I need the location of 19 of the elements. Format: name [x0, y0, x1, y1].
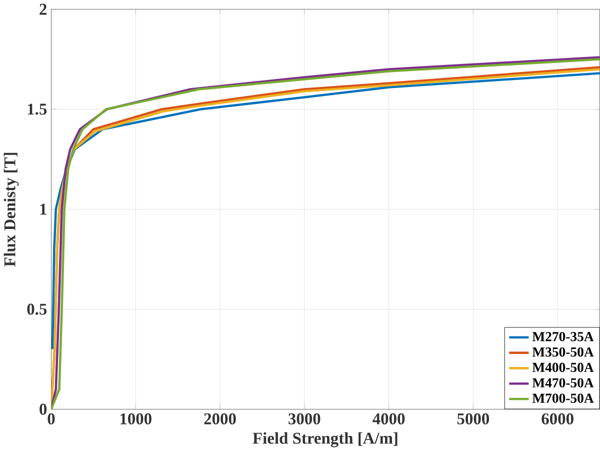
y-tick-label: 1	[40, 204, 46, 215]
x-tick-label: 3000	[288, 413, 320, 424]
x-axis-title: Field Strength [A/m]	[252, 432, 398, 448]
x-tick-label: 5000	[457, 413, 490, 424]
legend-label: M470-50A	[532, 378, 594, 388]
y-tick-label: 0	[40, 404, 47, 415]
legend-label: M700-50A	[532, 394, 594, 403]
x-tick-label: 4000	[372, 413, 405, 424]
y-tick-label: 1.5	[28, 104, 47, 115]
legend-label: M400-50A	[532, 362, 594, 372]
x-tick-label: 0	[48, 413, 55, 424]
y-axis-title: Flux Denisty [T]	[4, 152, 19, 267]
x-tick-label: 2000	[204, 413, 236, 424]
y-tick-label: 2	[40, 4, 46, 15]
legend-label: M270-35A	[532, 332, 594, 342]
legend-label: M350-50A	[532, 347, 594, 357]
y-tick-label: 0.5	[27, 304, 47, 315]
x-tick-label: 1000	[120, 413, 152, 424]
x-tick-label: 6000	[542, 413, 574, 424]
